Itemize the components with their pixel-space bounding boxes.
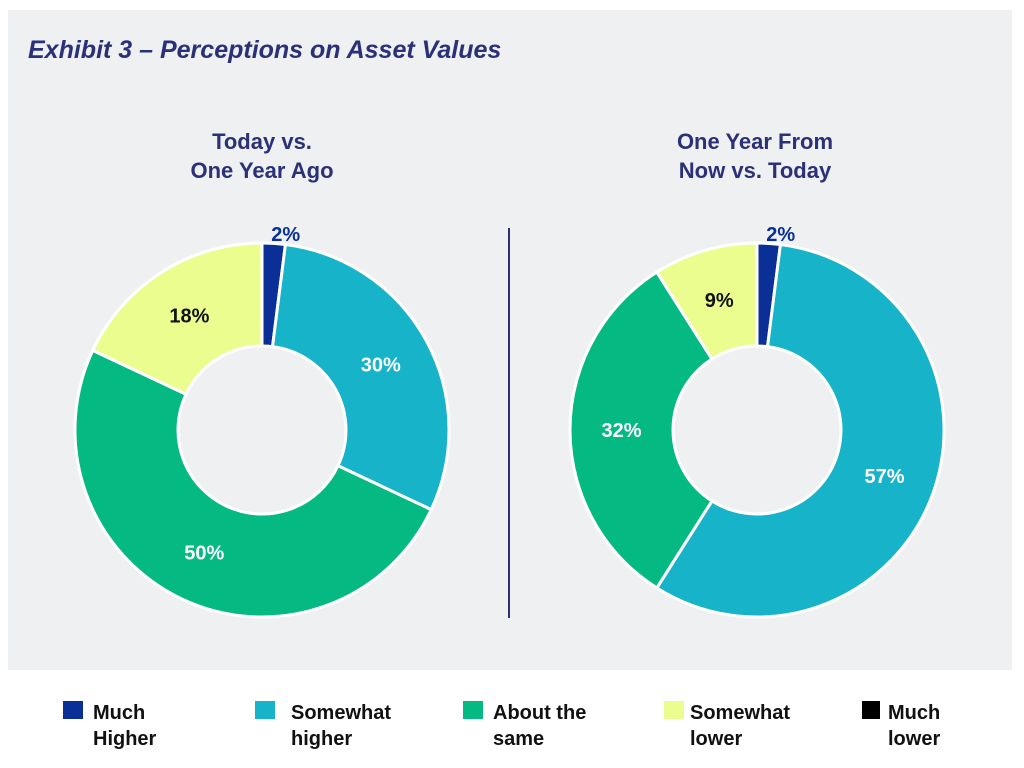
divider xyxy=(508,228,510,618)
slice-about-the-same xyxy=(568,270,715,590)
legend-label: higher xyxy=(291,728,353,750)
legend-item-somewhat-higher: Somewhat higher xyxy=(255,700,421,752)
legend-label: Somewhat xyxy=(291,702,392,724)
legend-swatch xyxy=(463,701,483,719)
legend-label: same xyxy=(493,728,545,750)
data-label-about-the-same: 32% xyxy=(601,420,641,442)
data-label-somewhat-lower: 9% xyxy=(705,290,734,312)
legend-label: Much xyxy=(888,702,941,724)
chart-1-subtitle-line2: One Year Ago xyxy=(190,158,334,183)
chart-1-subtitle-line1: Today vs. xyxy=(212,129,312,154)
data-label-much-higher: 2% xyxy=(271,224,300,246)
slice-somewhat-lower xyxy=(90,241,264,397)
chart-2-subtitle: One Year From Now vs. Today xyxy=(605,127,905,185)
data-label-much-higher: 2% xyxy=(766,224,795,246)
slice-somewhat-higher xyxy=(270,242,451,512)
data-label-somewhat-higher: 30% xyxy=(361,355,401,377)
legend-swatch xyxy=(664,701,684,719)
chart-title: Exhibit 3 – Perceptions on Asset Values xyxy=(28,36,502,64)
legend-item-much-lower: Much lower xyxy=(862,700,1018,752)
slice-about-the-same xyxy=(73,348,434,619)
data-label-about-the-same: 50% xyxy=(184,543,224,565)
legend-label: Much xyxy=(93,702,146,724)
legend-swatch xyxy=(862,701,880,719)
legend-label: lower xyxy=(690,728,743,750)
legend-swatch xyxy=(63,701,83,719)
chart-2-subtitle-line2: Now vs. Today xyxy=(678,158,832,183)
slice-somewhat-lower xyxy=(654,241,759,362)
chart-2-subtitle-line1: One Year From xyxy=(676,129,834,154)
data-label-somewhat-lower: 18% xyxy=(169,306,209,328)
legend-item-much-higher: Much Higher xyxy=(63,700,223,752)
legend-label: Higher xyxy=(93,728,157,750)
slice-somewhat-higher xyxy=(654,242,946,619)
legend-label: Somewhat xyxy=(690,702,791,724)
legend-item-about-the-same: About the same xyxy=(463,700,623,752)
chart-1-subtitle: Today vs. One Year Ago xyxy=(112,127,412,185)
legend-swatch xyxy=(255,701,275,719)
legend-label: About the xyxy=(493,702,587,724)
legend-label: lower xyxy=(888,728,941,750)
data-label-somewhat-higher: 57% xyxy=(864,466,904,488)
legend-item-somewhat-lower: Somewhat lower xyxy=(664,700,820,752)
